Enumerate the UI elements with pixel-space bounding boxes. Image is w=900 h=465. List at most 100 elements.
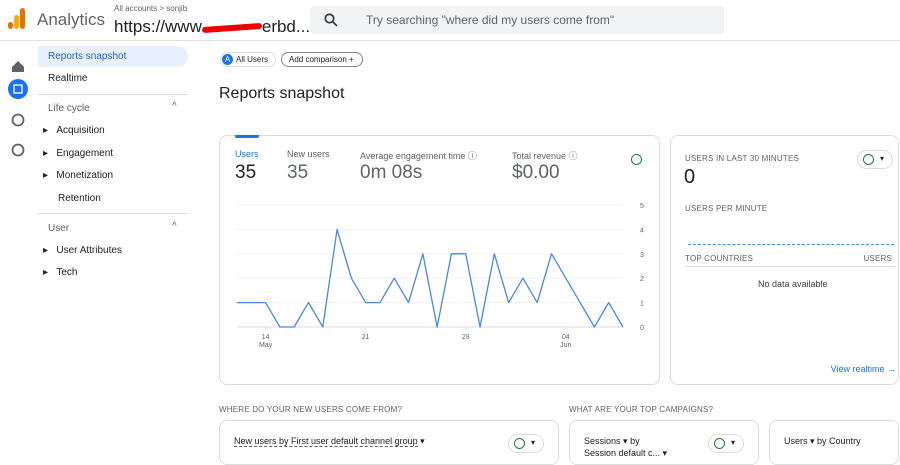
nav-item[interactable]: ▸ Acquisition: [43, 125, 105, 136]
logo: [8, 8, 25, 29]
metric-value: $0.00: [512, 162, 560, 183]
top-bar: Analytics All accounts > sonjib https://…: [0, 0, 900, 41]
add-comparison[interactable]: Add comparison +: [281, 52, 363, 67]
nav-label: Acquisition: [56, 125, 105, 136]
status-icon: [863, 154, 874, 165]
nav-item[interactable]: ▸ Tech: [43, 267, 78, 278]
divider: [38, 213, 188, 214]
view-realtime-label: View realtime: [830, 364, 885, 374]
status-icon: [514, 438, 525, 449]
x-tick-label: 14 May: [259, 334, 273, 349]
metric-label-text: Total revenue: [512, 151, 567, 161]
x-tick-line: 04: [562, 334, 570, 341]
card-title-text: Session default c...: [584, 448, 661, 458]
y-tick-label: 5: [640, 203, 644, 210]
nav-group[interactable]: User: [48, 223, 70, 234]
users-column: USERS: [863, 254, 892, 263]
status-icon[interactable]: [631, 154, 642, 165]
card-title[interactable]: Users ▾ by Country: [784, 436, 861, 446]
metric-label[interactable]: New users: [287, 149, 330, 159]
property-tail: erbd...: [261, 17, 311, 36]
status-chip[interactable]: ▾: [857, 150, 893, 169]
x-tick-line: 28: [462, 334, 470, 341]
card-title-text: Sessions: [584, 436, 621, 446]
advertising-icon[interactable]: [11, 143, 25, 157]
metric-label[interactable]: Total revenue ⓘ: [512, 151, 578, 161]
y-tick-label: 4: [640, 227, 644, 234]
x-tick-line: May: [259, 342, 273, 349]
view-realtime[interactable]: View realtime →: [830, 364, 896, 374]
x-tick-line: Jun: [560, 342, 571, 349]
segment-label: All Users: [236, 55, 269, 64]
per-minute-line: [688, 244, 894, 245]
x-tick-line: 21: [362, 334, 370, 341]
nav-label: Monetization: [56, 170, 114, 181]
nav-label: Tech: [56, 267, 78, 278]
breadcrumb[interactable]: All accounts > sonjib: [114, 4, 188, 13]
realtime-title: USERS IN LAST 30 MINUTES: [685, 154, 800, 163]
x-tick-label: 04 Jun: [560, 334, 571, 349]
realtime-card: USERS IN LAST 30 MINUTES ▾ 0 USERS PER M…: [670, 135, 899, 385]
segment-badge: A: [222, 54, 233, 65]
nav-selected[interactable]: [38, 46, 188, 67]
search-icon: [324, 13, 338, 27]
metric-value: 35: [235, 162, 257, 183]
y-tick-label: 3: [640, 252, 644, 259]
nav-item[interactable]: ▸ Monetization: [43, 170, 114, 181]
divider: [685, 266, 895, 267]
y-tick-label: 2: [640, 276, 644, 283]
reports-icon[interactable]: [8, 79, 28, 99]
left-rail: [8, 61, 28, 157]
x-tick-label: 21: [362, 334, 370, 341]
nav-item[interactable]: Reports snapshot: [48, 51, 127, 62]
add-comparison-label: Add comparison: [289, 55, 347, 64]
card-title[interactable]: Sessions ▾ by: [584, 436, 640, 446]
caret[interactable]: ^: [172, 101, 177, 112]
empty-message: No data available: [758, 279, 828, 289]
search-box[interactable]: Try searching "where did my users come f…: [310, 6, 724, 34]
x-tick-label: 28: [462, 334, 470, 341]
page-title: Reports snapshot: [219, 85, 345, 102]
section-title: WHAT ARE YOUR TOP CAMPAIGNS?: [569, 405, 714, 414]
status-chip[interactable]: ▾: [508, 434, 544, 453]
divider: [38, 94, 188, 95]
metric-value: 0m 08s: [360, 162, 423, 183]
metric-label-text: Average engagement time: [360, 151, 466, 161]
card-title-text: by: [630, 436, 640, 446]
nav-label: User Attributes: [56, 245, 122, 256]
card: Sessions ▾ by Session default c... ▾ ▾: [569, 420, 759, 465]
caret[interactable]: ^: [172, 221, 177, 232]
data-line: [237, 228, 624, 328]
card-subtitle[interactable]: Session default c... ▾: [584, 448, 668, 458]
nav-label: Engagement: [56, 148, 114, 159]
card: New users by First user default channel …: [219, 420, 559, 465]
card-title-text: by Country: [817, 436, 861, 446]
nav-item[interactable]: ▸ Engagement: [43, 148, 114, 159]
y-tick-label: 0: [640, 325, 644, 332]
y-tick-label: 1: [640, 301, 644, 308]
nav-group[interactable]: Life cycle: [48, 103, 90, 114]
nav-item[interactable]: ▸ User Attributes: [43, 245, 122, 256]
tab-indicator: [235, 135, 259, 138]
explore-icon[interactable]: [11, 113, 25, 127]
x-tick-line: 14: [262, 334, 270, 341]
metric-label[interactable]: Users: [235, 149, 259, 159]
status-chip[interactable]: ▾: [708, 434, 744, 453]
realtime-value: 0: [684, 166, 696, 188]
card-title[interactable]: New users by First user default channel …: [234, 436, 425, 447]
per-minute-label: USERS PER MINUTE: [685, 204, 768, 213]
nav-item[interactable]: Retention: [58, 193, 101, 204]
search-placeholder: Try searching "where did my users come f…: [366, 13, 615, 27]
section-title: WHERE DO YOUR NEW USERS COME FROM?: [219, 405, 403, 414]
home-icon[interactable]: [12, 61, 24, 72]
segment-chip[interactable]: A All Users: [220, 52, 276, 67]
card: Users ▾ by Country: [769, 420, 899, 465]
metric-label[interactable]: Average engagement time ⓘ: [360, 151, 477, 161]
nav-item[interactable]: Realtime: [48, 73, 88, 84]
app-name: Analytics: [37, 10, 106, 29]
top-countries: TOP COUNTRIES: [685, 254, 754, 263]
overview-card: [219, 135, 660, 385]
